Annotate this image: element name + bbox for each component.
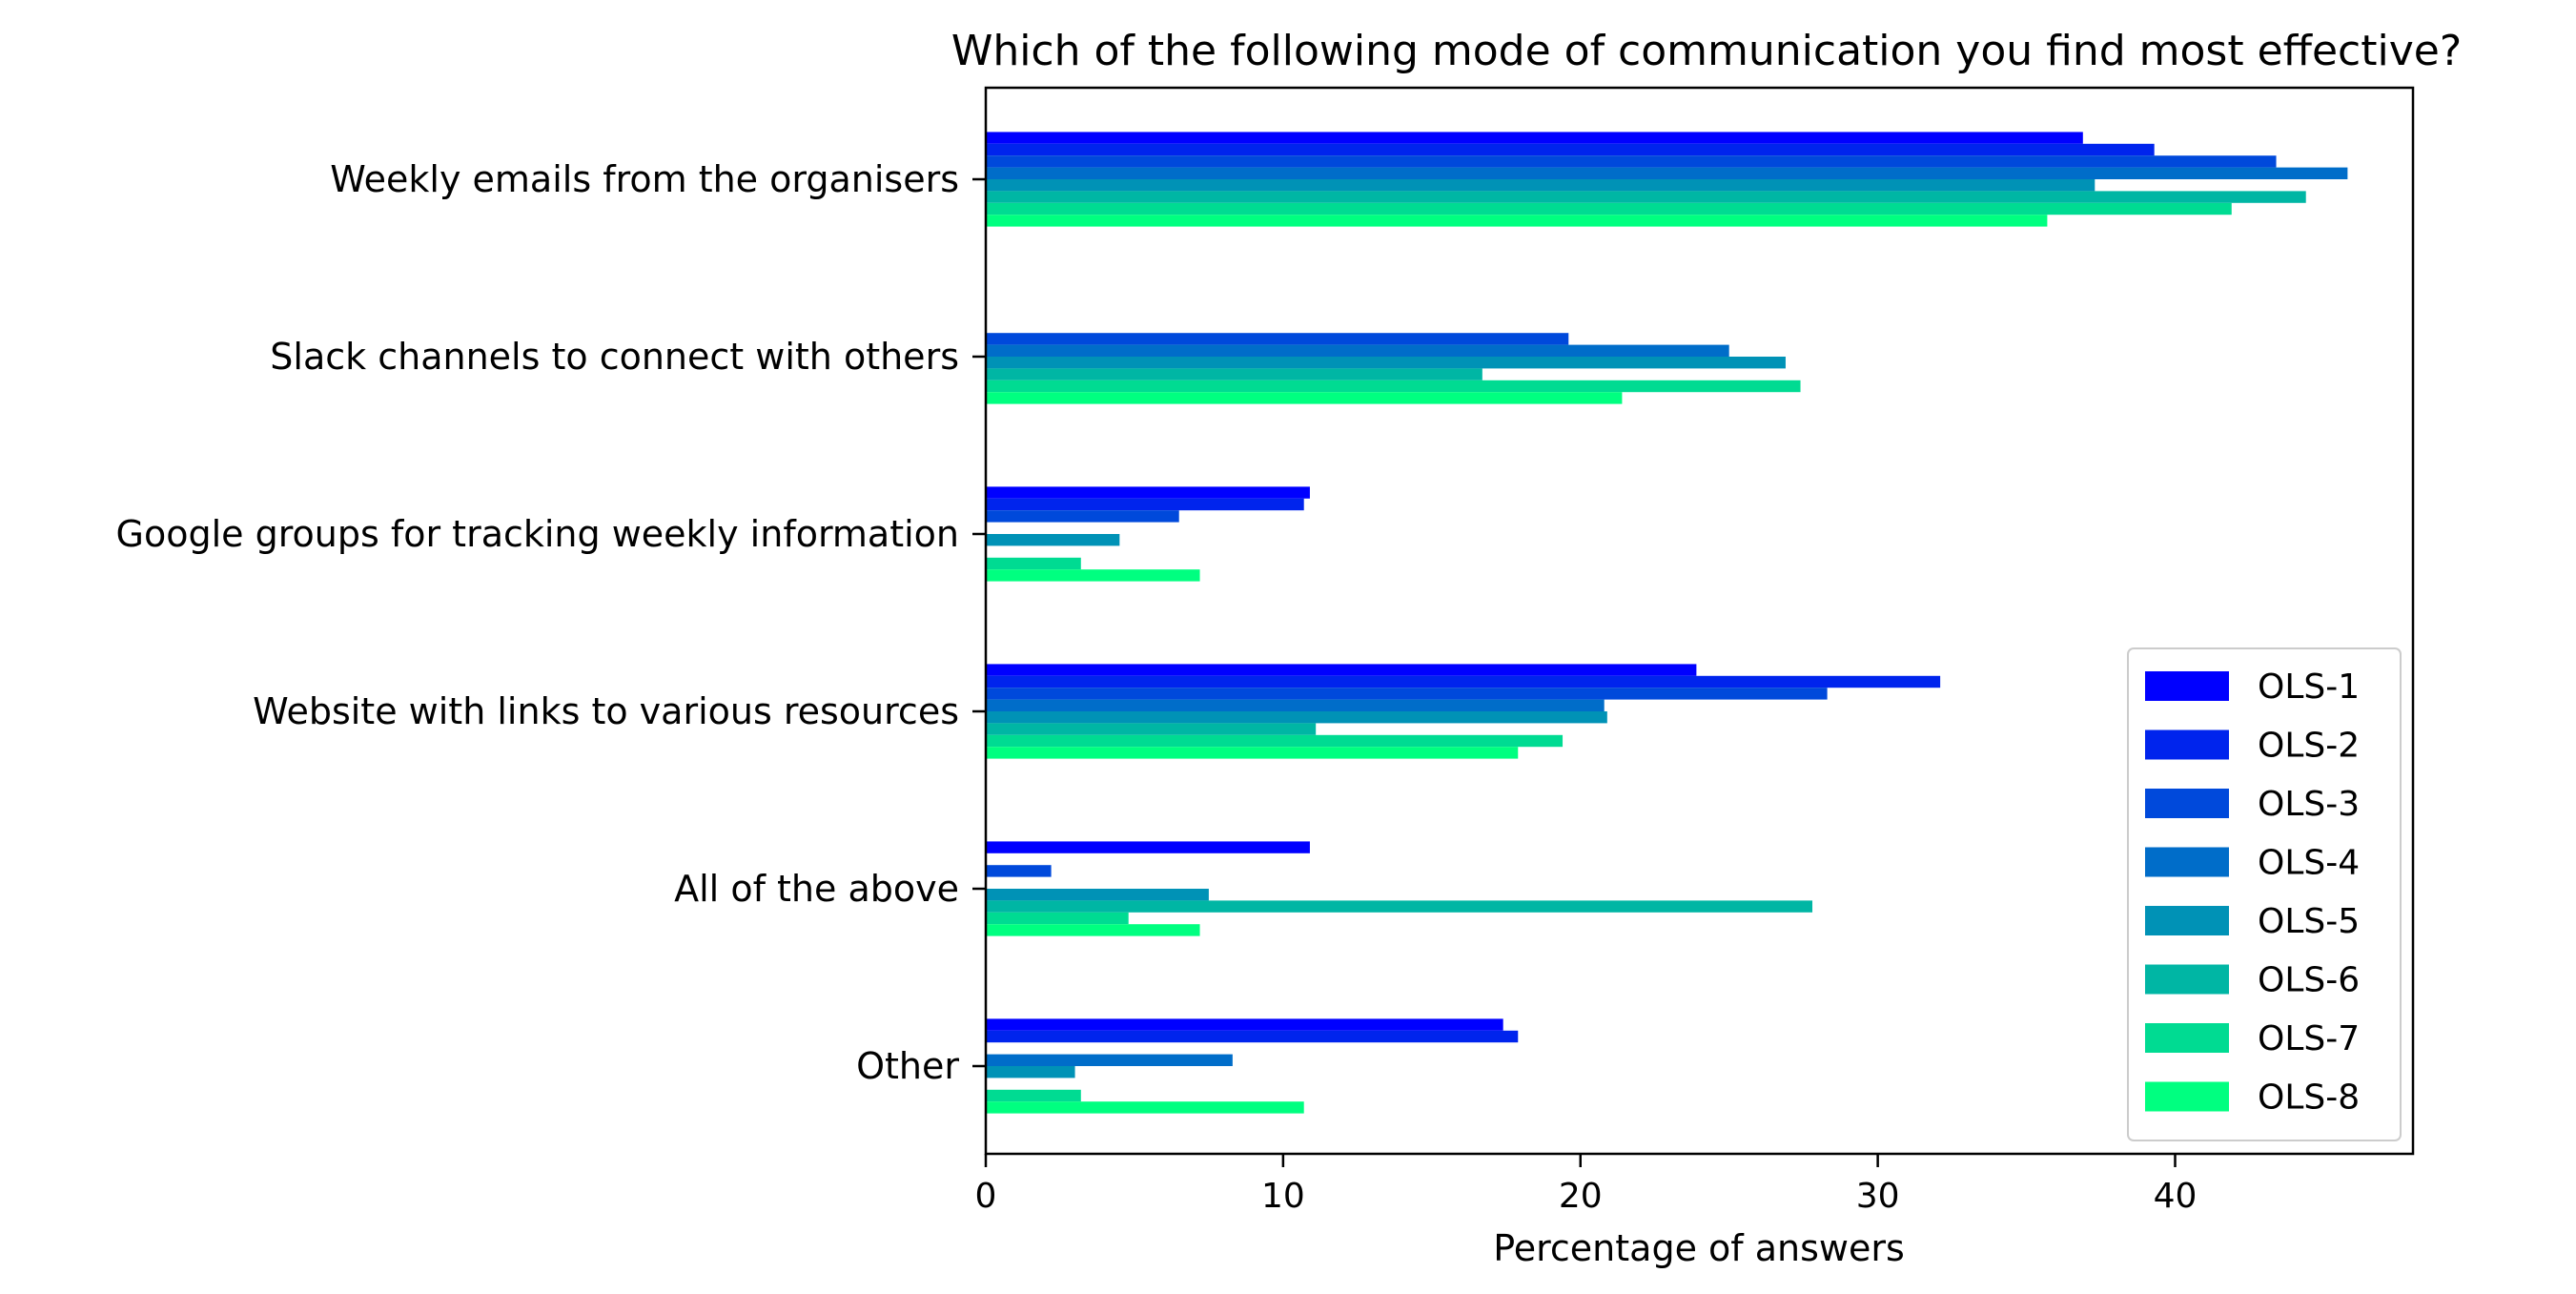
category-labels: Weekly emails from the organisers Slack c… [116, 158, 986, 1087]
chart-title: Which of the following mode of communica… [951, 27, 2462, 75]
legend: OLS-1 OLS-2 OLS-3 OLS-4 OLS-5 OLS-6 OLS-7 OLS-8 [2127, 647, 2402, 1141]
category-label: All of the above [674, 868, 959, 910]
bar [986, 143, 2155, 156]
bar [986, 1030, 1519, 1043]
x-tick-label: 10 [1261, 1177, 1305, 1216]
category-label: Weekly emails from the organisers [330, 158, 959, 200]
legend-label: OLS-1 [2258, 668, 2360, 707]
x-axis: 0 10 20 30 40 [975, 1154, 2198, 1216]
bar [986, 924, 1200, 936]
bar [986, 132, 2083, 144]
bar [986, 1101, 1304, 1114]
bar [986, 734, 1564, 748]
bar [986, 900, 1813, 913]
bar [986, 569, 1200, 582]
bar [986, 1089, 1081, 1102]
category-label: Website with links to various resources [253, 690, 959, 732]
legend-swatch [2145, 729, 2229, 760]
legend-swatch [2145, 847, 2229, 877]
bar [986, 1018, 1503, 1031]
legend-swatch [2145, 964, 2229, 995]
legend-swatch [2145, 1023, 2229, 1053]
bar [986, 865, 1052, 877]
legend-label: OLS-2 [2258, 727, 2360, 766]
legend-swatch [2145, 671, 2229, 701]
bar [986, 368, 1482, 380]
category-label: Google groups for tracking weekly inform… [116, 513, 959, 555]
bar [986, 1054, 1233, 1066]
category-label: Other [856, 1045, 959, 1087]
legend-swatch [2145, 906, 2229, 935]
bar [986, 155, 2277, 168]
bars [986, 132, 2348, 1114]
bar [986, 392, 1623, 404]
bar [986, 215, 2048, 227]
bar [986, 534, 1120, 546]
bar [986, 723, 1317, 735]
bar [986, 1066, 1075, 1078]
x-tick-label: 0 [975, 1177, 997, 1216]
bar [986, 344, 1729, 357]
bar [986, 747, 1519, 759]
bar [986, 510, 1179, 523]
legend-label: OLS-8 [2258, 1078, 2360, 1118]
legend-label: OLS-3 [2258, 785, 2360, 824]
bar [986, 711, 1607, 724]
bar [986, 357, 1786, 369]
bar [986, 557, 1081, 570]
x-axis-label: Percentage of answers [1493, 1227, 1905, 1269]
bar [986, 498, 1304, 511]
bar [986, 688, 1828, 700]
plot-frame [984, 86, 2415, 1156]
bar [986, 699, 1605, 711]
bar [986, 486, 1310, 499]
bar [986, 889, 1209, 901]
bar [986, 179, 2096, 192]
bar [986, 664, 1697, 676]
bar [986, 675, 1941, 688]
legend-swatch [2145, 1081, 2229, 1112]
x-tick-label: 40 [2154, 1177, 2198, 1216]
bar [986, 333, 1569, 345]
x-tick-label: 20 [1559, 1177, 1603, 1216]
category-label: Slack channels to connect with others [270, 336, 959, 378]
bar [986, 202, 2232, 216]
legend-label: OLS-7 [2258, 1019, 2360, 1058]
bar [986, 841, 1310, 853]
bar [986, 167, 2348, 179]
bar [986, 380, 1801, 393]
bar [986, 912, 1129, 925]
bar [986, 191, 2306, 203]
legend-label: OLS-6 [2258, 961, 2360, 1000]
legend-box [2127, 647, 2402, 1141]
x-tick-label: 30 [1856, 1177, 1900, 1216]
legend-label: OLS-5 [2258, 902, 2360, 941]
legend-swatch [2145, 789, 2229, 818]
legend-label: OLS-4 [2258, 844, 2360, 883]
